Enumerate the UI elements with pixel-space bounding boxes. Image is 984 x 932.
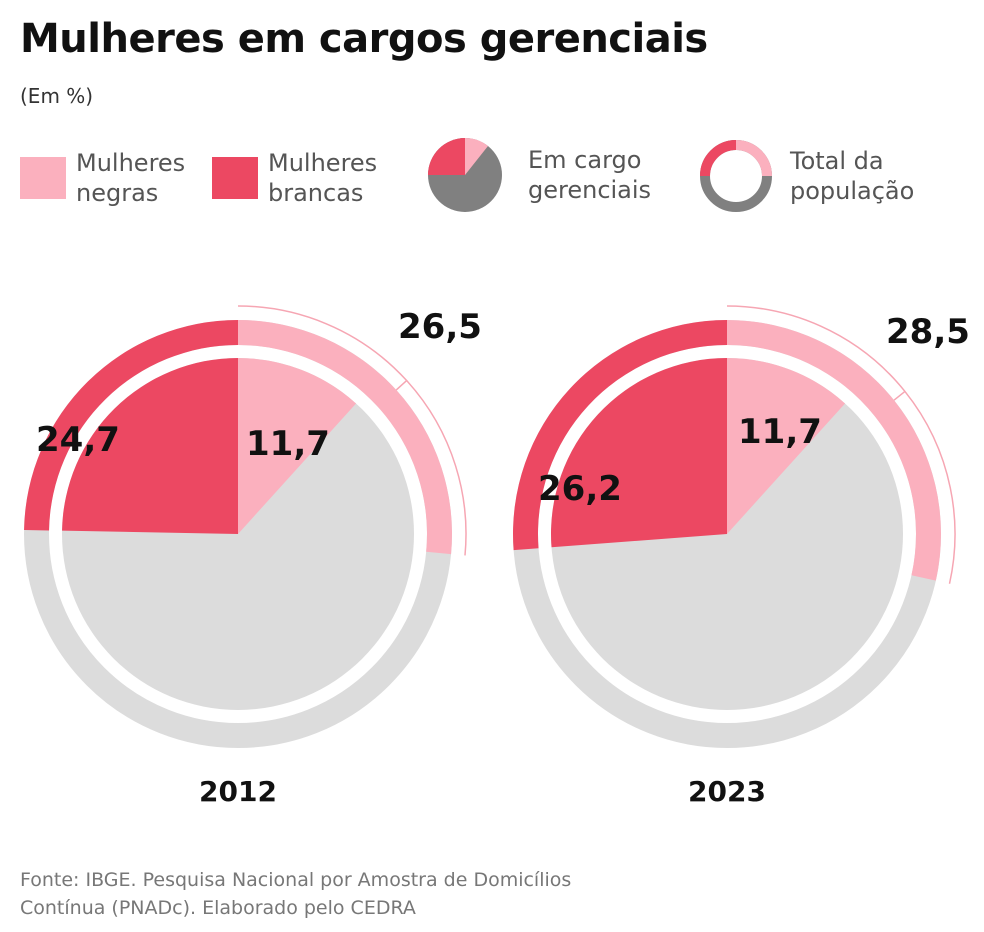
year-label-2012: 2012 (199, 775, 277, 808)
label-brancas-2012: 24,7 (36, 420, 120, 460)
legend-item-total: Total da população (698, 138, 940, 214)
legend-item-em-cargo: Em cargo gerenciais (428, 138, 678, 212)
chart-2012: 24,7 11,7 26,5 2012 (24, 305, 482, 808)
chart-2023: 26,2 11,7 28,5 2023 (513, 305, 970, 808)
legend-swatch-brancas (212, 157, 258, 199)
inner-pie-brancas-2023 (550, 358, 727, 548)
outer-ring-negras-2023 (727, 320, 942, 581)
label-brancas-2023: 26,2 (538, 469, 622, 509)
outer-ring-tick-2012 (395, 379, 408, 391)
inner-pie-negras-2023 (727, 358, 846, 534)
outer-ring-tick-2023 (893, 390, 906, 401)
legend-item-negras: Mulheres negras (20, 148, 206, 208)
inner-pie-brancas-2012 (62, 358, 238, 534)
outer-ring-negras-2012 (238, 320, 452, 555)
legend-item-brancas: Mulheres brancas (212, 148, 398, 208)
legend-pie-icon (428, 138, 502, 212)
chart-title: Mulheres em cargos gerenciais (20, 16, 708, 62)
chart-subtitle: (Em %) (20, 84, 94, 108)
outer-ring-brancas-2012 (24, 320, 238, 531)
legend-label-brancas: Mulheres brancas (268, 149, 378, 207)
source-note: Fonte: IBGE. Pesquisa Nacional por Amost… (20, 869, 572, 919)
label-inner-negras-2023: 11,7 (738, 412, 822, 452)
label-inner-negras-2012: 11,7 (246, 424, 330, 464)
inner-pie-negras-2012 (238, 358, 357, 534)
legend-ring-icon (700, 140, 772, 212)
label-outer-negras-2012: 26,5 (398, 307, 482, 347)
legend-label-negras: Mulheres negras (76, 149, 186, 207)
legend-label-em-cargo: Em cargo gerenciais (528, 146, 652, 204)
label-outer-negras-2023: 28,5 (886, 312, 970, 352)
year-label-2023: 2023 (688, 775, 766, 808)
legend-swatch-negras (20, 157, 66, 199)
outer-ring-brancas-2023 (513, 319, 727, 551)
legend-label-total: Total da população (790, 147, 915, 205)
